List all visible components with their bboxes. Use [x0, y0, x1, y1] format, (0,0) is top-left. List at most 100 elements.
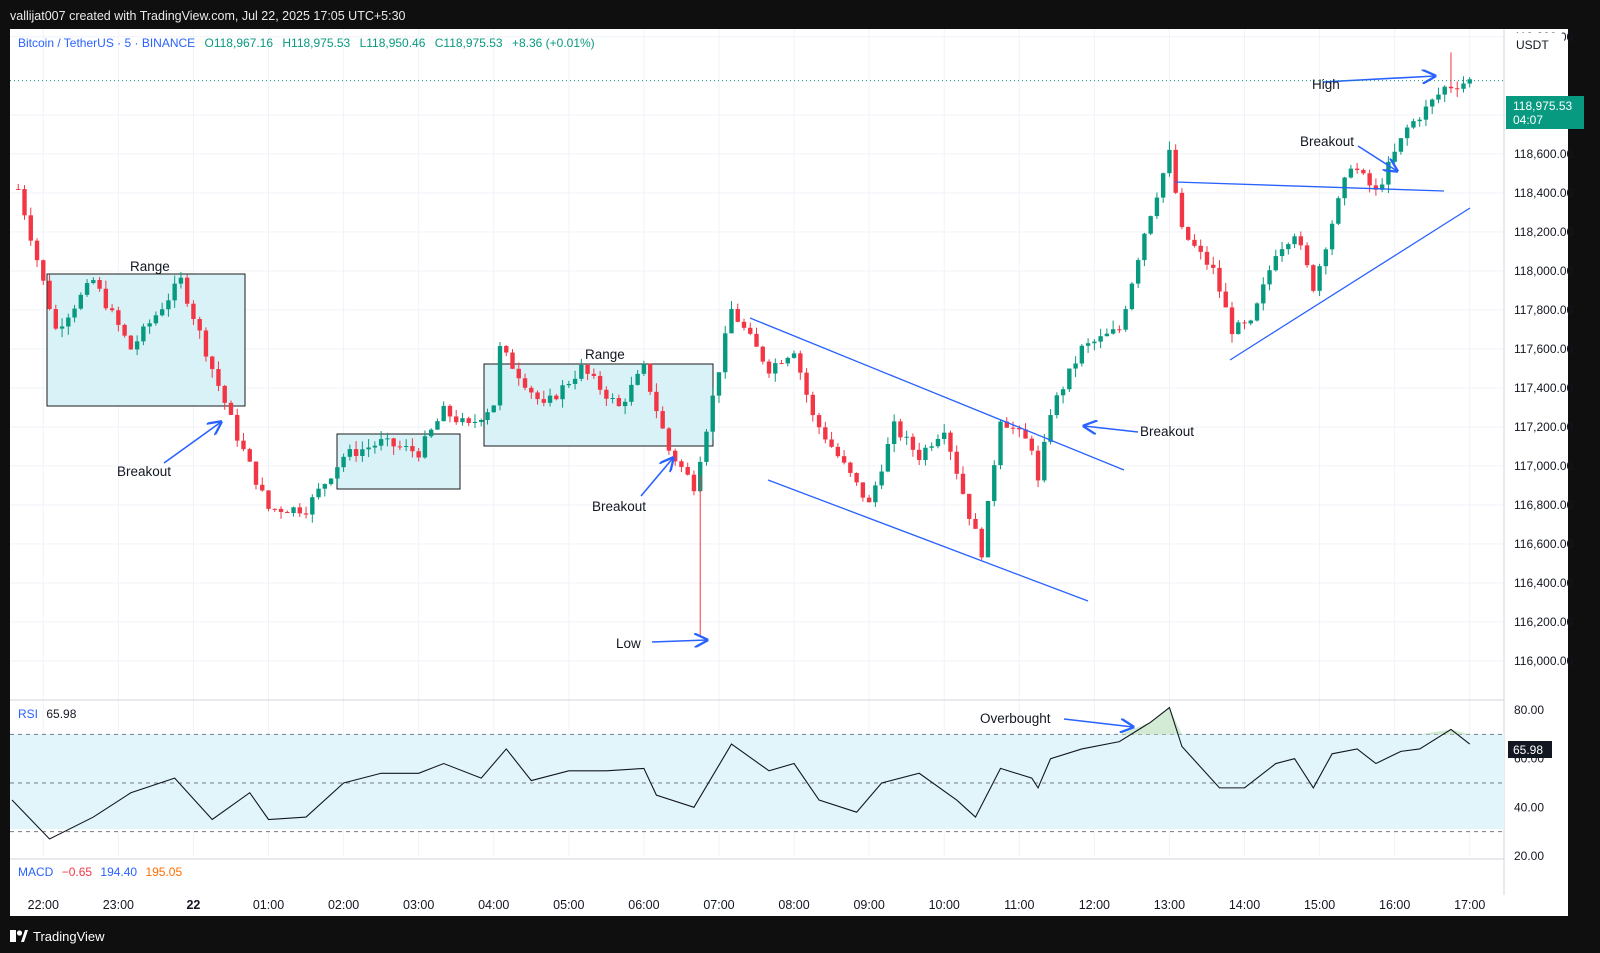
price-tick-label: 116,800.00 [1514, 498, 1573, 512]
candle-body [441, 405, 446, 422]
candle-body [1373, 185, 1379, 190]
candle-body [1123, 309, 1128, 330]
candle-body [935, 438, 941, 447]
candle-body [885, 444, 891, 472]
candle-body [1110, 329, 1116, 334]
candle-body [823, 427, 828, 440]
candle-body [1010, 427, 1016, 429]
candle-body [134, 341, 140, 350]
rsi-tick-label: 20.00 [1514, 849, 1544, 863]
candle-body [597, 375, 603, 390]
candle-body [222, 385, 227, 403]
price-tick-label: 118,600.00 [1514, 147, 1573, 161]
candle-body [1298, 236, 1304, 246]
symbol-name[interactable]: Bitcoin / TetherUS · 5 · BINANCE [18, 36, 195, 50]
breakout-label-3: Breakout [1140, 424, 1194, 439]
candle-body [1430, 99, 1435, 107]
price-tick-label: 117,800.00 [1514, 303, 1573, 317]
rsi-band-lines [10, 733, 1504, 833]
candle-body [1455, 88, 1460, 90]
candle-body [654, 391, 659, 412]
candle-body [466, 418, 471, 423]
time-tick-label: 07:00 [703, 898, 734, 912]
candle-body [916, 449, 922, 460]
candle-body [1042, 441, 1047, 481]
candle-body [1423, 106, 1429, 120]
candle-body [1060, 389, 1066, 396]
time-tick-label: 09:00 [853, 898, 884, 912]
candle-body [1073, 363, 1078, 369]
candle-body [1029, 438, 1034, 451]
candle-body [253, 461, 259, 485]
candle-body [1242, 322, 1247, 324]
candle-body [285, 511, 290, 514]
candle-body [672, 450, 678, 462]
candle-body [266, 490, 271, 509]
rsi-line [11, 706, 1471, 840]
candle-body [691, 474, 697, 492]
price-tick-label: 118,400.00 [1514, 186, 1573, 200]
candle-body [666, 428, 672, 451]
candle-body [985, 500, 991, 558]
candle-body [798, 353, 803, 373]
low-arrow [651, 640, 707, 642]
candle-body [992, 465, 997, 501]
candle-body [454, 416, 459, 423]
candle-body [547, 395, 553, 403]
candle-body [1354, 168, 1360, 170]
candle-body [704, 431, 709, 462]
currency-label[interactable]: USDT [1516, 38, 1549, 52]
candle-body [566, 383, 572, 386]
candle-body [723, 333, 728, 373]
currency-selector[interactable]: USDT [1506, 33, 1564, 55]
candle-body [948, 432, 953, 452]
candle-body [485, 412, 490, 421]
candle-body [72, 308, 77, 318]
candle-body [1254, 303, 1260, 321]
candle-body [1323, 249, 1329, 267]
candle-body [347, 449, 353, 457]
candle-body [1211, 264, 1216, 268]
candle-body [804, 372, 809, 395]
time-tick-label: 17:00 [1454, 898, 1485, 912]
candle-body [460, 418, 465, 423]
ohlc-low: L118,950.46 [360, 36, 426, 50]
candle-body [960, 473, 966, 494]
low-label: Low [616, 636, 641, 651]
price-tick-label: 117,200.00 [1514, 420, 1573, 434]
candle-body [660, 411, 665, 429]
candle-body [1379, 184, 1385, 190]
candle-body [1286, 244, 1291, 250]
resistance-line [1174, 181, 1445, 192]
candle-body [647, 363, 653, 392]
candle-body [1417, 119, 1422, 122]
candle-body [1448, 86, 1454, 89]
candle-body [1236, 322, 1241, 335]
rsi-band [10, 734, 1504, 829]
candle-body [729, 309, 734, 334]
candle-body [973, 518, 978, 529]
annotation-arrows [163, 76, 1435, 727]
candle-body [860, 482, 866, 498]
candle-body [848, 462, 853, 473]
candle-body [979, 528, 984, 558]
candle-body [472, 421, 478, 423]
candle-body [535, 392, 540, 400]
candle-body [748, 327, 753, 334]
candle-body [1192, 239, 1197, 246]
candle-body [1442, 86, 1447, 95]
candle-body [529, 387, 534, 393]
candle-body [735, 309, 740, 322]
time-tick-label: 12:00 [1079, 898, 1110, 912]
candle-body [153, 315, 159, 324]
candle-body [741, 321, 747, 328]
breakout-label-1: Breakout [117, 464, 171, 479]
candle-body [1367, 173, 1372, 186]
candle-body [1204, 251, 1210, 265]
macd-legend: MACD −0.65 194.40 195.05 [18, 865, 182, 879]
ohlc-high: H118,975.53 [282, 36, 350, 50]
candle-body [1023, 429, 1028, 439]
candle-body [16, 188, 21, 190]
candle-body [873, 485, 878, 503]
candle-body [1436, 94, 1441, 100]
